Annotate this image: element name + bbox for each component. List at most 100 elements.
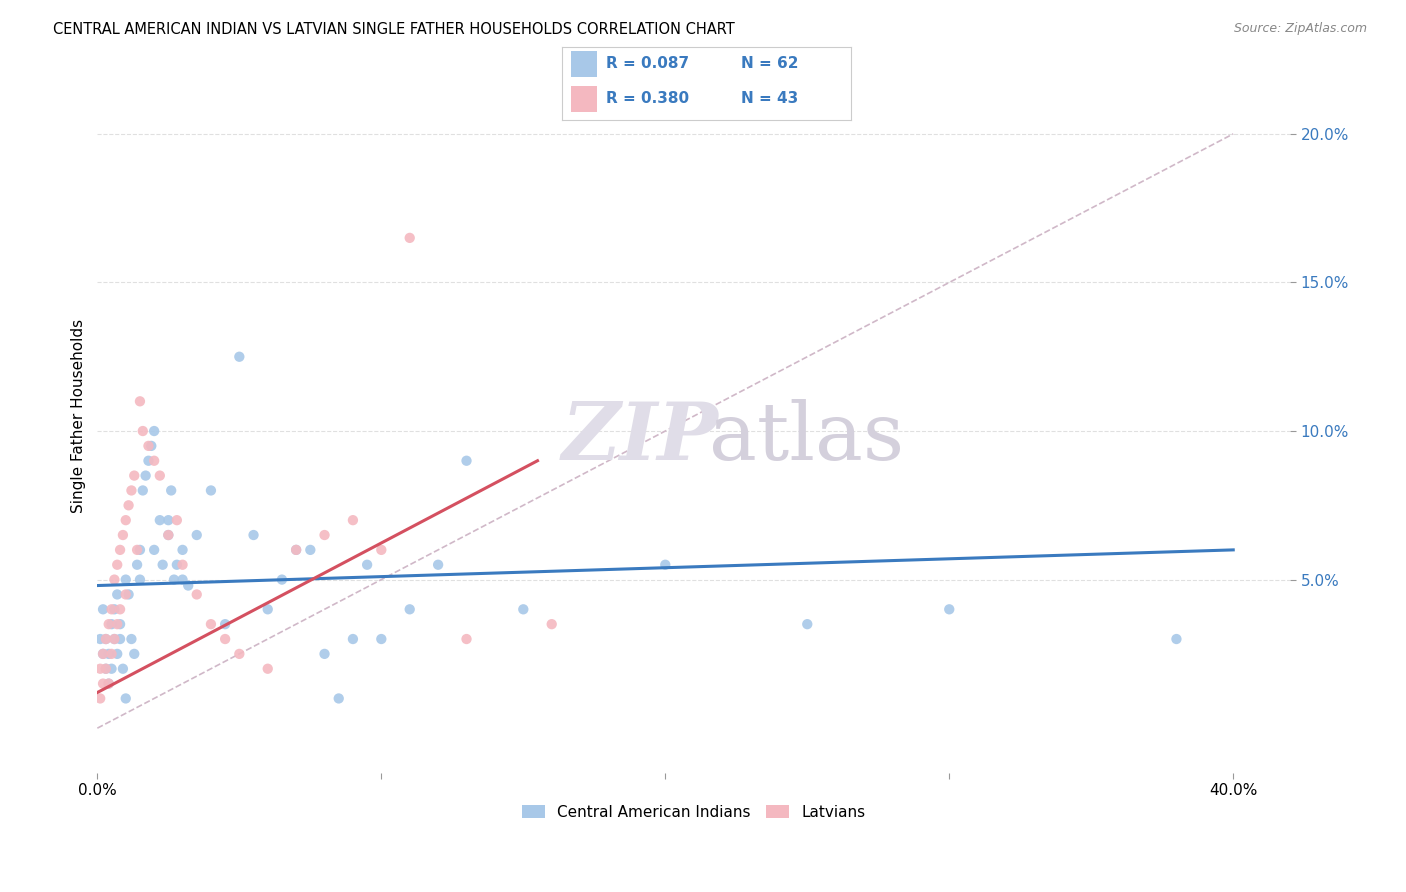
Point [427,558,450,572]
Point [299,542,322,557]
Point [89,691,111,706]
Point [91,676,114,690]
Point [105,587,128,601]
Point [103,632,125,646]
Text: CENTRAL AMERICAN INDIAN VS LATVIAN SINGLE FATHER HOUSEHOLDS CORRELATION CHART: CENTRAL AMERICAN INDIAN VS LATVIAN SINGL… [53,22,735,37]
Point [200,483,222,498]
Point [122,647,145,661]
Y-axis label: Single Father Households: Single Father Households [72,319,86,513]
Point [127,542,149,557]
Point [166,513,188,527]
Point [157,528,180,542]
Point [166,558,188,572]
Point [138,454,160,468]
Point [314,528,336,542]
Point [186,528,208,542]
Point [103,632,125,646]
Point [796,617,818,632]
Point [129,573,152,587]
Point [120,632,142,646]
Point [370,542,392,557]
Point [398,231,420,245]
Point [108,602,131,616]
Point [172,542,194,557]
Point [91,647,114,661]
Point [97,676,120,690]
Point [108,542,131,557]
Point [342,513,364,527]
Point [186,587,208,601]
Point [271,573,294,587]
Bar [571,51,598,77]
Point [97,676,120,690]
Point [328,691,350,706]
Point [141,439,163,453]
Point [122,468,145,483]
Text: ZIP: ZIP [561,399,718,476]
Point [129,542,152,557]
Point [143,424,166,438]
Point [370,632,392,646]
Point [214,617,236,632]
Point [114,513,136,527]
Point [103,602,125,616]
Point [256,602,278,616]
Point [120,483,142,498]
Point [91,647,114,661]
Point [114,691,136,706]
Point [105,647,128,661]
Text: Source: ZipAtlas.com: Source: ZipAtlas.com [1233,22,1367,36]
Text: atlas: atlas [710,399,904,476]
Point [285,542,308,557]
Point [938,602,960,616]
Point [172,558,194,572]
Point [256,662,278,676]
Legend: Central American Indians, Latvians: Central American Indians, Latvians [516,798,872,826]
Point [160,483,183,498]
Point [108,632,131,646]
Point [117,498,139,512]
Point [89,632,111,646]
Point [157,513,180,527]
Point [114,587,136,601]
Point [94,662,117,676]
Point [100,662,122,676]
Point [285,542,308,557]
Text: N = 43: N = 43 [741,91,799,106]
Text: N = 62: N = 62 [741,56,799,71]
Point [654,558,676,572]
Point [132,424,155,438]
Point [105,558,128,572]
Point [143,454,166,468]
Point [127,558,149,572]
Point [138,439,160,453]
Point [89,662,111,676]
Point [97,617,120,632]
Point [177,578,200,592]
Point [242,528,264,542]
Text: R = 0.380: R = 0.380 [606,91,689,106]
Point [97,647,120,661]
Point [314,647,336,661]
Point [143,542,166,557]
Point [356,558,378,572]
Point [228,647,250,661]
Point [94,632,117,646]
Point [398,602,420,616]
Point [129,394,152,409]
Point [540,617,562,632]
Point [111,662,134,676]
Point [172,573,194,587]
Point [103,573,125,587]
Point [94,632,117,646]
Bar [571,86,598,112]
Point [214,632,236,646]
Point [149,513,172,527]
Point [152,558,174,572]
Point [163,573,186,587]
Point [91,602,114,616]
Text: R = 0.087: R = 0.087 [606,56,689,71]
Point [100,617,122,632]
Point [111,528,134,542]
Point [94,662,117,676]
